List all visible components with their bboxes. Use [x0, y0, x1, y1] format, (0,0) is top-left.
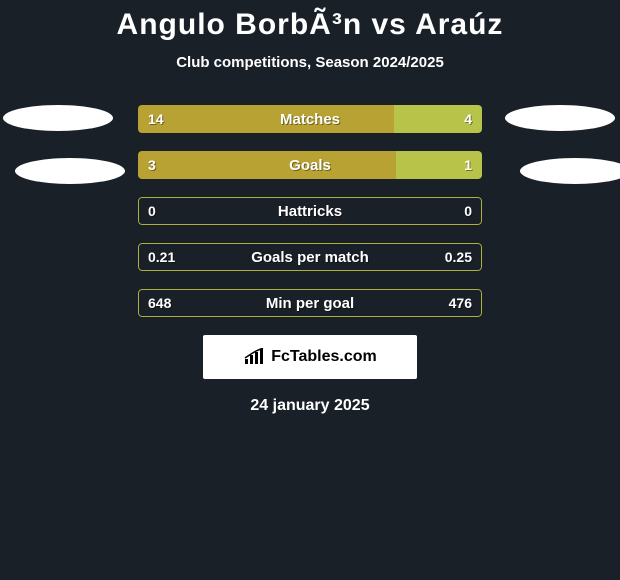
comparison-subtitle: Club competitions, Season 2024/2025: [0, 54, 620, 71]
stat-row: 3Goals1: [138, 151, 482, 179]
stat-value-right: 4: [464, 111, 472, 127]
stat-row: 0Hattricks0: [138, 197, 482, 225]
stat-value-right: 476: [449, 295, 472, 311]
stat-bar-left-fill: [138, 105, 394, 133]
stat-row: 648Min per goal476: [138, 289, 482, 317]
stat-value-left: 0.21: [148, 249, 175, 265]
player-right-oval: [505, 105, 615, 131]
stat-value-right: 0: [464, 203, 472, 219]
branding-box: FcTables.com: [203, 335, 417, 379]
stats-area: 14Matches4 3Goals1 0Hattricks0 0.21Goals pe…: [0, 105, 620, 317]
stat-label: Min per goal: [138, 295, 482, 312]
player-left-oval: [3, 105, 113, 131]
stat-value-left: 3: [148, 157, 156, 173]
stat-value-left: 0: [148, 203, 156, 219]
stat-bar-outline: [138, 197, 482, 225]
stat-label: Hattricks: [138, 203, 482, 220]
bar-chart-icon: [243, 348, 265, 366]
stat-label: Goals per match: [138, 249, 482, 266]
stat-value-left: 14: [148, 111, 164, 127]
stat-value-right: 1: [464, 157, 472, 173]
player-right-oval: [520, 158, 620, 184]
stat-bar-left-fill: [138, 151, 396, 179]
stat-row: 0.21Goals per match0.25: [138, 243, 482, 271]
comparison-title: Angulo BorbÃ³n vs Araúz: [0, 0, 620, 42]
stat-value-right: 0.25: [445, 249, 472, 265]
stat-bar-outline: [138, 289, 482, 317]
branding-text: FcTables.com: [271, 348, 377, 366]
stat-bar-outline: [138, 243, 482, 271]
snapshot-date: 24 january 2025: [0, 397, 620, 415]
stat-value-left: 648: [148, 295, 171, 311]
player-left-oval: [15, 158, 125, 184]
stat-row: 14Matches4: [138, 105, 482, 133]
stat-bars: 14Matches4 3Goals1 0Hattricks0 0.21Goals pe…: [138, 105, 482, 317]
